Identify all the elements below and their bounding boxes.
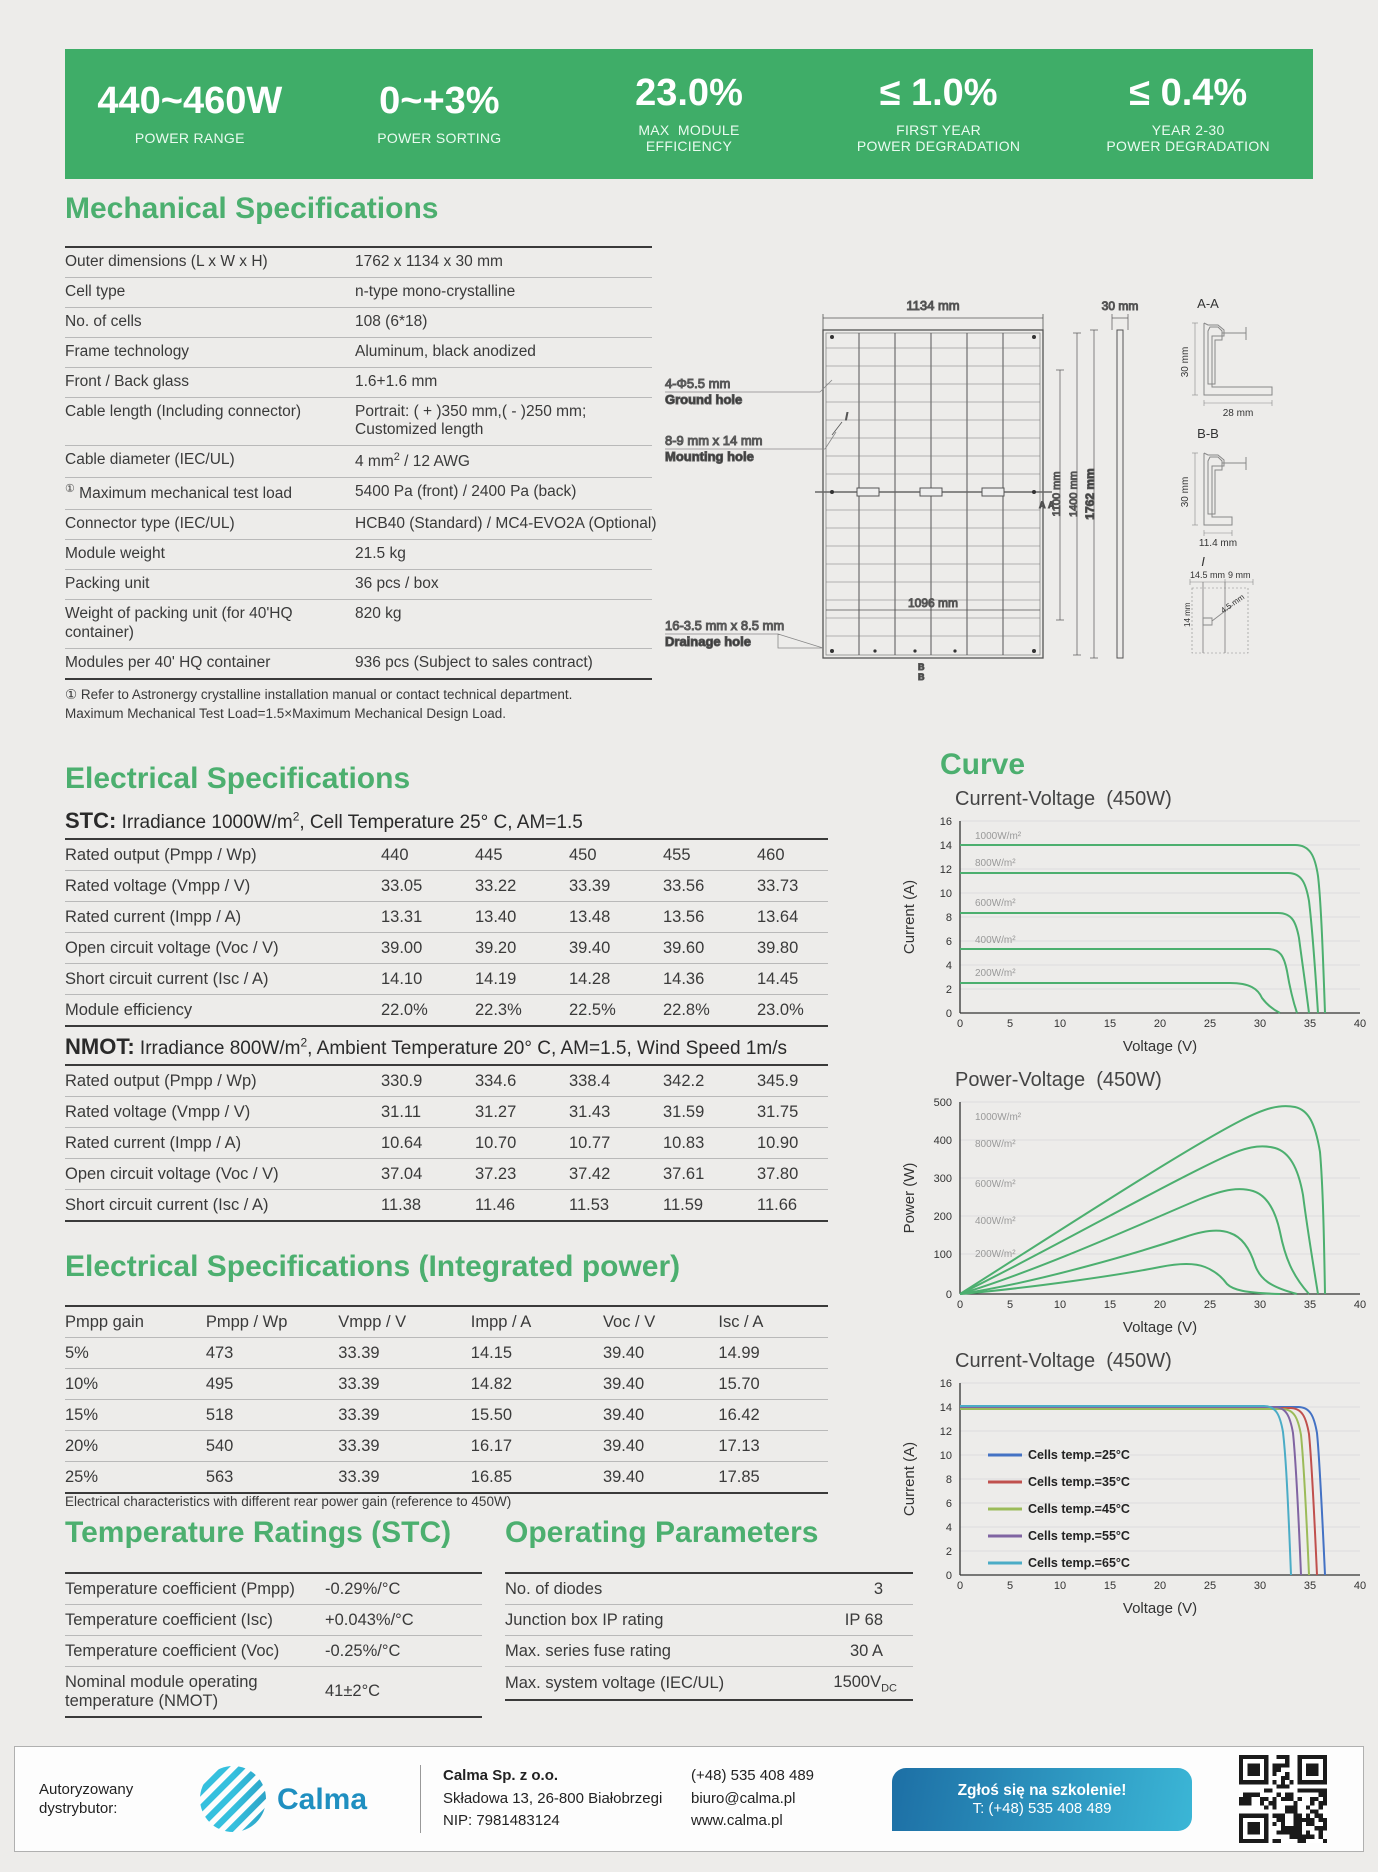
svg-text:Voltage (V): Voltage (V) — [1123, 1038, 1197, 1055]
svg-text:10: 10 — [1054, 1018, 1066, 1030]
svg-text:I: I — [845, 411, 848, 423]
svg-text:25: 25 — [1204, 1018, 1216, 1030]
svg-text:40: 40 — [1354, 1580, 1366, 1592]
svg-text:4.5 mm: 4.5 mm — [1219, 592, 1246, 615]
svg-text:Cells temp.=65°C: Cells temp.=65°C — [1028, 1556, 1130, 1570]
svg-text:5: 5 — [1007, 1299, 1013, 1311]
svg-text:500: 500 — [934, 1097, 952, 1109]
svg-text:0: 0 — [957, 1299, 963, 1311]
svg-text:200: 200 — [934, 1211, 952, 1223]
svg-text:Drainage hole: Drainage hole — [665, 634, 751, 649]
svg-text:0: 0 — [957, 1580, 963, 1592]
svg-text:8: 8 — [946, 1474, 952, 1486]
svg-text:14 mm: 14 mm — [1183, 602, 1192, 627]
svg-text:40: 40 — [1354, 1018, 1366, 1030]
svg-text:30 mm: 30 mm — [1180, 477, 1191, 508]
svg-text:0: 0 — [957, 1018, 963, 1030]
svg-text:8: 8 — [946, 912, 952, 924]
svg-text:2: 2 — [946, 1546, 952, 1558]
svg-text:20: 20 — [1154, 1580, 1166, 1592]
svg-text:A-A: A-A — [1197, 296, 1219, 311]
svg-text:30: 30 — [1254, 1299, 1266, 1311]
svg-text:I: I — [1201, 554, 1205, 569]
svg-text:30: 30 — [1254, 1580, 1266, 1592]
svg-text:400W/m²: 400W/m² — [975, 1216, 1016, 1227]
svg-text:Ground hole: Ground hole — [665, 392, 742, 407]
svg-text:10: 10 — [1054, 1580, 1066, 1592]
svg-text:B: B — [918, 672, 925, 682]
svg-text:400W/m²: 400W/m² — [975, 935, 1016, 946]
svg-text:Current (A): Current (A) — [901, 1442, 918, 1516]
svg-text:8-9 mm x 14 mm: 8-9 mm x 14 mm — [665, 433, 763, 448]
svg-text:40: 40 — [1354, 1299, 1366, 1311]
svg-text:1096 mm: 1096 mm — [908, 596, 958, 610]
svg-text:14: 14 — [940, 1402, 952, 1414]
svg-text:25: 25 — [1204, 1580, 1216, 1592]
svg-text:16: 16 — [940, 816, 952, 828]
svg-text:1400 mm: 1400 mm — [1068, 471, 1080, 517]
svg-text:0: 0 — [946, 1289, 952, 1301]
svg-text:600W/m²: 600W/m² — [975, 898, 1016, 909]
svg-text:20: 20 — [1154, 1018, 1166, 1030]
svg-text:Power (W): Power (W) — [901, 1163, 918, 1234]
svg-text:Cells temp.=35°C: Cells temp.=35°C — [1028, 1475, 1130, 1489]
svg-text:25: 25 — [1204, 1299, 1216, 1311]
svg-text:4-Φ5.5 mm: 4-Φ5.5 mm — [665, 376, 730, 391]
svg-text:12: 12 — [940, 864, 952, 876]
svg-text:35: 35 — [1304, 1299, 1316, 1311]
svg-text:800W/m²: 800W/m² — [975, 858, 1016, 869]
svg-text:Voltage (V): Voltage (V) — [1123, 1319, 1197, 1336]
svg-text:35: 35 — [1304, 1018, 1316, 1030]
svg-text:14.5 mm: 14.5 mm — [1190, 570, 1225, 580]
svg-text:1762 mm: 1762 mm — [1083, 468, 1097, 519]
svg-text:11.4 mm: 11.4 mm — [1199, 538, 1237, 549]
svg-text:600W/m²: 600W/m² — [975, 1179, 1016, 1190]
svg-text:200W/m²: 200W/m² — [975, 1249, 1016, 1260]
svg-text:5: 5 — [1007, 1580, 1013, 1592]
svg-text:16-3.5 mm x 8.5 mm: 16-3.5 mm x 8.5 mm — [665, 618, 784, 633]
svg-text:15: 15 — [1104, 1580, 1116, 1592]
svg-text:Voltage (V): Voltage (V) — [1123, 1600, 1197, 1617]
svg-text:B-B: B-B — [1197, 426, 1219, 441]
svg-text:10: 10 — [1054, 1299, 1066, 1311]
svg-text:Cells temp.=25°C: Cells temp.=25°C — [1028, 1448, 1130, 1462]
svg-text:A: A — [1039, 500, 1046, 510]
svg-text:30: 30 — [1254, 1018, 1266, 1030]
svg-text:300: 300 — [934, 1173, 952, 1185]
svg-text:28 mm: 28 mm — [1223, 408, 1254, 419]
svg-text:10: 10 — [940, 1450, 952, 1462]
svg-text:15: 15 — [1104, 1299, 1116, 1311]
svg-text:6: 6 — [946, 1498, 952, 1510]
svg-text:400: 400 — [934, 1135, 952, 1147]
svg-text:15: 15 — [1104, 1018, 1116, 1030]
svg-text:100: 100 — [934, 1249, 952, 1261]
svg-text:0: 0 — [946, 1008, 952, 1020]
svg-text:35: 35 — [1304, 1580, 1316, 1592]
svg-text:4: 4 — [946, 960, 952, 972]
svg-text:4: 4 — [946, 1522, 952, 1534]
svg-text:14: 14 — [940, 840, 952, 852]
svg-text:30 mm: 30 mm — [1180, 347, 1191, 378]
svg-text:Cells temp.=55°C: Cells temp.=55°C — [1028, 1529, 1130, 1543]
svg-text:20: 20 — [1154, 1299, 1166, 1311]
svg-text:B: B — [918, 662, 925, 672]
svg-text:0: 0 — [946, 1570, 952, 1582]
svg-text:800W/m²: 800W/m² — [975, 1139, 1016, 1150]
svg-text:A: A — [1048, 500, 1055, 510]
svg-text:10: 10 — [940, 888, 952, 900]
svg-text:Cells temp.=45°C: Cells temp.=45°C — [1028, 1502, 1130, 1516]
svg-text:1000W/m²: 1000W/m² — [975, 831, 1022, 842]
svg-text:5: 5 — [1007, 1018, 1013, 1030]
svg-text:Current (A): Current (A) — [901, 880, 918, 954]
svg-text:Mounting hole: Mounting hole — [665, 449, 754, 464]
svg-text:200W/m²: 200W/m² — [975, 968, 1016, 979]
svg-text:30 mm: 30 mm — [1102, 299, 1139, 313]
svg-text:6: 6 — [946, 936, 952, 948]
svg-text:9 mm: 9 mm — [1228, 570, 1251, 580]
svg-text:1000W/m²: 1000W/m² — [975, 1112, 1022, 1123]
svg-text:1134 mm: 1134 mm — [906, 298, 959, 313]
svg-text:12: 12 — [940, 1426, 952, 1438]
svg-text:16: 16 — [940, 1378, 952, 1390]
svg-text:2: 2 — [946, 984, 952, 996]
